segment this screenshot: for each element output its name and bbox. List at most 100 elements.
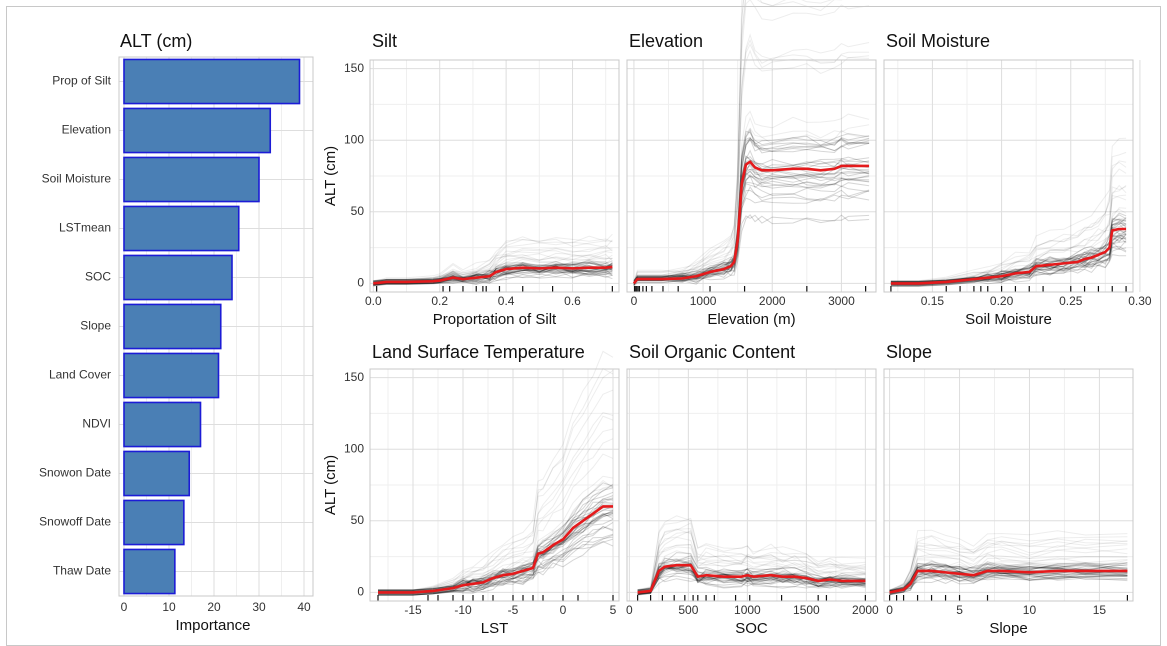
ice-curve <box>637 572 866 595</box>
importance-x-tick-label: 40 <box>297 600 311 614</box>
importance-category-label: NDVI <box>82 417 111 431</box>
ice-curve <box>890 218 1127 283</box>
soil-organic-content-panel: 0 500 1000 1500 2000 Soil Organic Content SO… <box>626 342 879 637</box>
importance-bar <box>123 107 272 154</box>
soil-moisture-panel-title: Soil Moisture <box>886 31 990 51</box>
x-tick-label: 0.25 <box>1059 294 1083 308</box>
x-tick-label: 15 <box>1093 603 1107 617</box>
soil-moisture-panel: 0.15 0.20 0.25 0.30 Soil Moisture Soil Mois… <box>883 31 1152 328</box>
importance-chart: ALT (cm) Importance Prop of Silt Elevatio… <box>39 31 314 634</box>
ice-curve <box>637 528 866 595</box>
importance-bar <box>123 450 191 497</box>
ice-curve <box>373 270 613 286</box>
ice-curve <box>890 233 1127 287</box>
ice-curve <box>889 567 1128 594</box>
ice-curve <box>637 557 866 592</box>
ice-curve <box>637 575 866 595</box>
ice-curve <box>378 498 614 593</box>
importance-bar <box>123 548 176 595</box>
ice-curve <box>373 237 613 284</box>
ice-curve <box>633 43 870 285</box>
ice-curve <box>378 491 614 596</box>
x-tick-label: 0.0 <box>365 294 382 308</box>
importance-bar <box>123 205 240 252</box>
ice-curve <box>633 0 743 285</box>
ice-curve <box>633 172 870 286</box>
x-tick-label: 2000 <box>759 294 786 308</box>
ice-curve <box>378 479 614 593</box>
y-tick-label: 0 <box>357 585 364 599</box>
x-tick-label: 10 <box>1023 603 1037 617</box>
importance-x-axis-label: Importance <box>175 617 250 634</box>
ice-curve <box>889 540 1128 592</box>
ice-curve <box>633 0 870 284</box>
ice-curve <box>633 194 870 284</box>
ice-curve <box>890 151 1127 287</box>
ice-curve <box>633 155 870 283</box>
slope-panel-title: Slope <box>886 342 932 362</box>
silt-x-axis-label: Proportation of Silt <box>433 311 557 328</box>
ice-curve <box>373 253 613 283</box>
importance-category-label: SOC <box>85 270 111 284</box>
ice-curve <box>378 512 614 591</box>
ice-curve <box>637 546 866 592</box>
ice-curve <box>373 239 613 284</box>
x-tick-label: 0 <box>886 603 893 617</box>
ice-curve <box>378 428 614 591</box>
ice-curve <box>378 536 614 595</box>
silt-panel: 0.0 0.2 0.4 0.6 0 50 100 150 Silt Proportation … <box>322 31 620 328</box>
importance-x-tick-label: 0 <box>121 600 128 614</box>
ice-curve <box>889 561 1128 594</box>
ice-curve <box>889 535 1128 593</box>
ice-curve <box>373 271 613 287</box>
ice-curve <box>633 168 870 282</box>
ice-curve <box>890 232 1127 286</box>
ice-curve <box>889 553 1128 596</box>
elevation-panel: 0 1000 2000 3000 Elevation Elevation (m) <box>626 0 877 328</box>
panel-plot-border <box>369 59 620 293</box>
ice-curve <box>373 254 613 282</box>
silt-panel-title: Silt <box>372 31 397 51</box>
ice-curve <box>890 254 1127 284</box>
ice-curve <box>633 0 833 287</box>
ice-curve <box>633 189 870 284</box>
slope-panel: 0 5 10 15 Slope Slope <box>883 342 1134 637</box>
ice-curve <box>637 544 866 593</box>
ice-curve <box>378 415 614 596</box>
panel-plot-border <box>883 368 1134 602</box>
ice-curve <box>378 475 614 593</box>
ice-curve <box>633 137 870 285</box>
ice-curve <box>378 513 614 594</box>
soil-moisture-x-axis-label: Soil Moisture <box>965 311 1052 328</box>
ice-curve <box>889 570 1128 595</box>
panel-plot-border <box>626 59 877 293</box>
ice-curve <box>890 212 1127 283</box>
ice-curve <box>637 522 866 596</box>
elevation-x-axis-label: Elevation (m) <box>707 311 795 328</box>
ice-curve <box>889 545 1128 593</box>
ice-curve <box>373 262 613 282</box>
ice-curve <box>889 573 1128 596</box>
ice-curve <box>378 498 614 591</box>
ice-curve <box>637 566 866 591</box>
ice-curve <box>890 185 1127 285</box>
panel-plot-border <box>626 368 877 602</box>
importance-category-label: Prop of Silt <box>52 74 111 88</box>
x-tick-label: 0.15 <box>921 294 945 308</box>
y-tick-label: 150 <box>344 61 364 75</box>
ice-curve <box>378 350 614 591</box>
x-tick-label: -10 <box>454 603 472 617</box>
panel-plot-border <box>883 59 1134 293</box>
importance-bar <box>123 401 202 448</box>
ice-curve <box>378 485 614 591</box>
ice-curve <box>637 558 866 591</box>
ice-curve <box>889 548 1128 596</box>
ice-curve <box>373 261 613 282</box>
soil-organic-content-panel-title: Soil Organic Content <box>629 342 795 362</box>
x-tick-label: 5 <box>956 603 963 617</box>
ice-curve <box>378 438 614 592</box>
elevation-panel-title: Elevation <box>629 31 703 51</box>
ice-curve <box>378 512 614 596</box>
ice-curve <box>633 0 843 287</box>
